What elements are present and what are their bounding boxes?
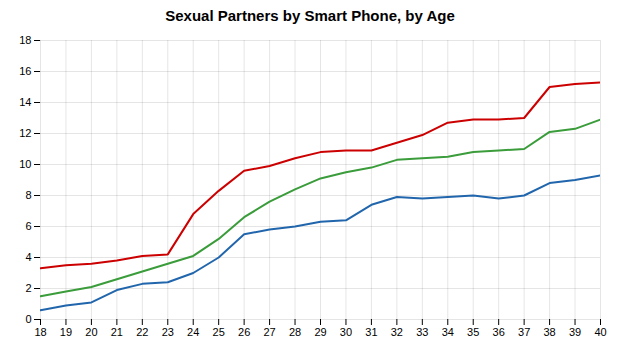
svg-text:27: 27: [263, 326, 275, 338]
svg-text:40: 40: [594, 326, 606, 338]
svg-text:18: 18: [34, 326, 46, 338]
svg-text:34: 34: [442, 326, 454, 338]
svg-text:21: 21: [111, 326, 123, 338]
svg-text:37: 37: [518, 326, 530, 338]
svg-text:12: 12: [19, 127, 31, 139]
svg-text:23: 23: [162, 326, 174, 338]
svg-text:30: 30: [340, 326, 352, 338]
svg-text:6: 6: [25, 220, 31, 232]
svg-text:39: 39: [569, 326, 581, 338]
svg-text:33: 33: [416, 326, 428, 338]
svg-text:25: 25: [213, 326, 225, 338]
svg-text:0: 0: [25, 313, 31, 325]
svg-text:20: 20: [85, 326, 97, 338]
svg-text:36: 36: [493, 326, 505, 338]
svg-text:31: 31: [365, 326, 377, 338]
svg-text:10: 10: [19, 158, 31, 170]
svg-text:28: 28: [289, 326, 301, 338]
svg-text:4: 4: [25, 251, 31, 263]
svg-text:32: 32: [391, 326, 403, 338]
svg-text:35: 35: [467, 326, 479, 338]
html-text:Sexual Partners by Smart Phone: Sexual Partners by Smart Phone, by Age: [165, 7, 455, 24]
svg-text:38: 38: [543, 326, 555, 338]
svg-text:14: 14: [19, 96, 31, 108]
svg-text:8: 8: [25, 189, 31, 201]
svg-text:29: 29: [314, 326, 326, 338]
svg-text:19: 19: [60, 326, 72, 338]
svg-text:2: 2: [25, 282, 31, 294]
svg-text:18: 18: [19, 34, 31, 46]
svg-text:26: 26: [238, 326, 250, 338]
svg-text:16: 16: [19, 65, 31, 77]
svg-text:24: 24: [187, 326, 199, 338]
svg-text:22: 22: [136, 326, 148, 338]
